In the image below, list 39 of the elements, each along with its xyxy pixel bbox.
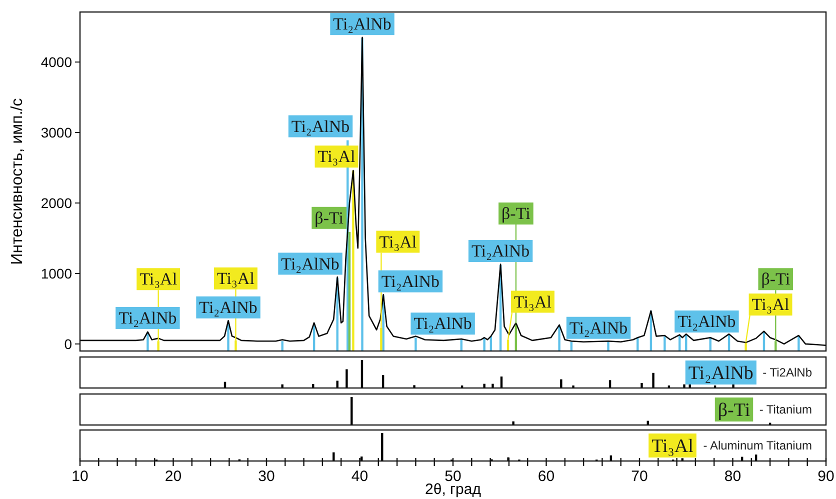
- y-tick-label: 4000: [40, 54, 72, 70]
- annotation: Ti₂AlNb: [688, 362, 754, 384]
- annotation: β-Ti: [718, 400, 750, 421]
- annotation: Ti₂AlNb: [281, 254, 340, 274]
- annotation: Ti₂AlNb: [471, 242, 530, 261]
- x-tick-label: 40: [351, 468, 368, 485]
- annotation: Ti₂AlNb: [333, 14, 392, 34]
- annotation: Ti₂AlNb: [199, 298, 258, 318]
- y-tick-label: 1000: [40, 265, 72, 282]
- annotation: β-Ti: [314, 208, 344, 228]
- x-tick-label: 90: [818, 468, 834, 485]
- x-tick-label: 20: [164, 468, 182, 485]
- annotation: Ti₂AlNb: [381, 272, 440, 291]
- x-tick-label: 80: [724, 468, 742, 485]
- annotation: Ti₂AlNb: [569, 318, 628, 338]
- annotation: Ti₃Al: [217, 269, 255, 288]
- y-axis-title: Интенсивность, имп./с: [9, 98, 26, 265]
- annotation: - Aluminum Titanium: [703, 438, 812, 452]
- annotation: Ti₂AlNb: [118, 308, 177, 328]
- annotation: Ti₃Al: [514, 292, 552, 312]
- x-tick-label: 60: [538, 468, 555, 485]
- annotation: Ti₃Al: [318, 147, 356, 166]
- annotation: Ti₂AlNb: [414, 314, 472, 334]
- annotation: Ti₂AlNb: [291, 116, 350, 136]
- x-tick-label: 30: [258, 468, 275, 485]
- y-tick-label: 0: [64, 336, 72, 352]
- annotation: - Ti2AlNb: [762, 366, 812, 380]
- annotation: β-Ti: [502, 204, 531, 224]
- annotation: Ti₃Al: [652, 436, 694, 457]
- annotation: β-Ti: [761, 270, 790, 289]
- y-tick-label: 2000: [40, 194, 72, 211]
- y-tick-label: 3000: [40, 124, 72, 141]
- annotation: Ti₃Al: [752, 295, 790, 314]
- annotation: Ti₃Al: [379, 232, 417, 252]
- annotation: Ti₃Al: [140, 270, 178, 289]
- annotation: Ti₂AlNb: [678, 312, 736, 332]
- x-tick-label: 70: [631, 468, 648, 485]
- annotation: - Titanium: [759, 402, 812, 416]
- x-tick-label: 10: [72, 468, 88, 485]
